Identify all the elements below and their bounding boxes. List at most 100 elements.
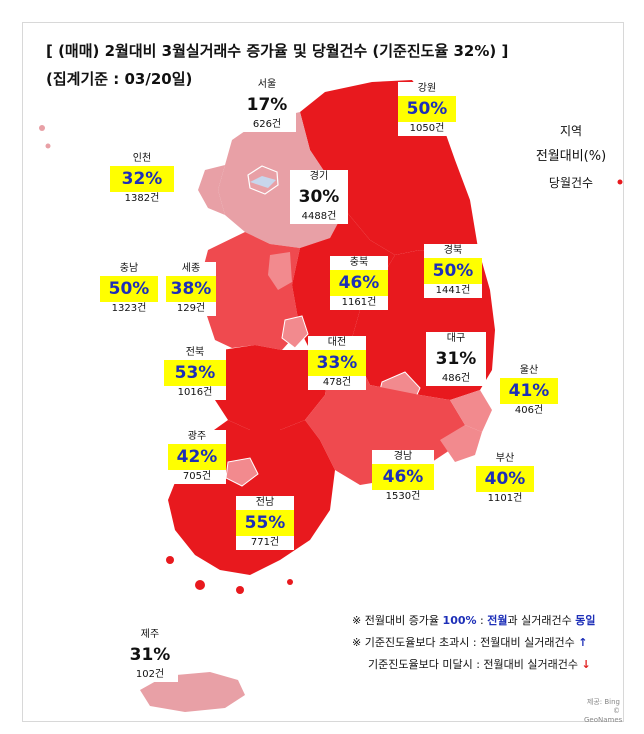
map-title: [ (매매) 2월대비 3월실거래수 증가율 및 당월건수 (기준진도율 32%… [46,42,509,60]
region-label-chungnam: 충남 50% 1323건 [100,262,158,316]
region-pct: 32% [110,166,174,192]
note-1-value: 100% [442,614,477,627]
region-label-daejeon: 대전 33% 478건 [308,336,366,390]
region-pct: 46% [330,270,388,296]
region-label-jeju: 제주 31% 102건 [122,628,178,682]
region-name: 강원 [417,83,437,94]
credit-line-1: 제공: Bing [586,698,620,706]
region-count: 1161건 [341,297,377,308]
region-count: 771건 [250,537,280,548]
han-river [250,176,276,188]
note-1-prefix: ※ 전월대비 증가율 [352,614,443,627]
region-label-jeonbuk: 전북 53% 1016건 [164,346,226,400]
note-1-mid: 과 실거래건수 [507,614,576,627]
region-label-seoul: 서울 17% 626건 [238,78,296,132]
note-3-text: 기준진도율보다 미달시 : 전월대비 실거래건수 [368,658,582,671]
region-count: 129건 [176,303,206,314]
island-4 [166,556,174,564]
note-line-1: ※ 전월대비 증가율 100% : 전월과 실거래건수 동일 [352,612,595,628]
region-name: 충북 [349,257,369,268]
region-count: 1323건 [111,303,147,314]
region-pct: 30% [298,187,340,207]
region-count: 1530건 [385,491,421,502]
region-label-daegu: 대구 31% 486건 [426,332,486,386]
region-name: 서울 [257,79,277,90]
region-pct: 50% [100,276,158,302]
region-count: 1441건 [435,285,471,296]
legend-line-count: 당월건수 [548,176,594,190]
region-jeonbuk [215,345,330,430]
island-2 [45,143,51,149]
note-2-text: ※ 기준진도율보다 초과시 : 전월대비 실거래건수 [352,636,579,649]
region-pct: 31% [129,645,171,665]
region-pct: 42% [168,444,226,470]
region-label-jeonnam: 전남 55% 771건 [236,496,294,550]
region-name: 인천 [132,153,152,164]
map-credit: 제공: Bing © GeoNames [584,698,623,725]
credit-line-2: © GeoNames [584,707,623,724]
region-name: 전북 [185,347,205,358]
region-label-chungbuk: 충북 46% 1161건 [330,256,388,310]
region-name: 전남 [255,497,275,508]
region-incheon [198,165,225,215]
arrow-down-icon: ↓ [581,658,591,671]
region-pct: 50% [398,96,456,122]
region-count: 1101건 [487,493,523,504]
region-sejong [268,252,292,290]
region-count: 4488건 [301,211,337,222]
region-label-busan: 부산 40% 1101건 [476,452,534,506]
region-name: 경기 [309,171,329,182]
region-count: 626건 [252,119,282,130]
region-ulsan [450,390,492,432]
region-pct: 38% [166,276,216,302]
island-7 [287,579,293,585]
region-label-gyeongbuk: 경북 50% 1441건 [424,244,482,298]
region-jeju [140,672,245,712]
region-name: 대구 [446,333,466,344]
region-name: 대전 [327,337,347,348]
region-pct: 33% [308,350,366,376]
note-1-blue-2: 동일 [575,614,596,627]
region-count: 705건 [182,471,212,482]
region-count: 1050건 [409,123,445,134]
region-gwangju [225,457,259,487]
region-count: 486건 [441,373,471,384]
note-1-sep: : [476,614,488,627]
note-1-blue-1: 전월 [487,614,508,627]
region-name: 울산 [519,365,539,376]
region-daejeon [281,315,309,349]
legend-line-region: 지역 [559,124,583,138]
island-6 [236,586,244,594]
region-pct: 53% [164,360,226,386]
note-line-3: 기준진도율보다 미달시 : 전월대비 실거래건수 ↓ [368,656,591,672]
region-name: 부산 [495,453,515,464]
island-1 [39,125,45,131]
region-name: 경남 [393,451,413,462]
region-count: 478건 [322,377,352,388]
region-label-gyeonggi: 경기 30% 4488건 [290,170,348,224]
region-count: 406건 [514,405,544,416]
region-pct: 46% [372,464,434,490]
region-label-incheon: 인천 32% 1382건 [110,152,174,206]
region-pct: 50% [424,258,482,284]
region-pct: 41% [500,378,558,404]
note-line-2: ※ 기준진도율보다 초과시 : 전월대비 실거래건수 ↑ [352,634,587,650]
region-busan [440,425,482,462]
region-name: 세종 [181,263,201,274]
region-label-sejong: 세종 38% 129건 [166,262,216,316]
arrow-up-icon: ↑ [578,636,588,649]
legend-box: 지역 전월대비(%) 당월건수 [528,118,614,200]
legend-line-pct: 전월대비(%) [535,149,607,164]
region-count: 1016건 [177,387,213,398]
region-label-ulsan: 울산 41% 406건 [500,364,558,418]
region-name: 충남 [119,263,139,274]
region-pct: 17% [246,95,288,115]
region-label-gangwon: 강원 50% 1050건 [398,82,456,136]
region-count: 1382건 [124,193,160,204]
region-label-gyeongnam: 경남 46% 1530건 [372,450,434,504]
region-count: 102건 [135,669,165,680]
region-pct: 40% [476,466,534,492]
region-name: 제주 [140,629,160,640]
region-pct: 55% [236,510,294,536]
region-pct: 31% [435,349,477,369]
